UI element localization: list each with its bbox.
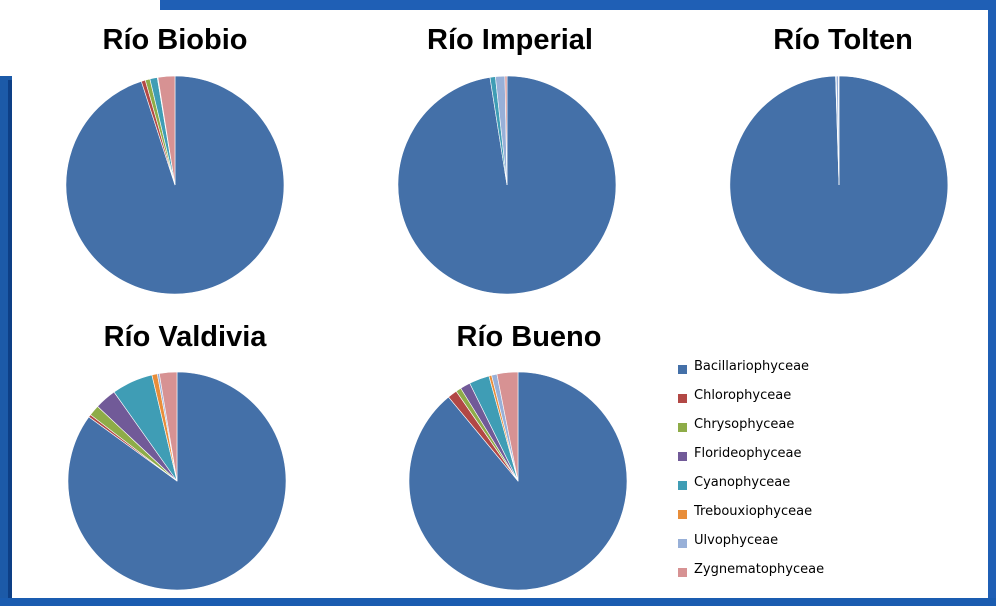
pie-slice-zygnematophyceae bbox=[504, 75, 508, 186]
pie-slice-zygnematophyceae bbox=[838, 75, 840, 186]
pie-slice-bacillariophyceae bbox=[408, 371, 628, 591]
legend-label: Trebouxiophyceae bbox=[694, 504, 813, 519]
legend-label: Bacillariophyceae bbox=[694, 359, 810, 374]
pie-slice-zygnematophyceae bbox=[157, 75, 176, 186]
pie-r-o-valdivia bbox=[67, 371, 287, 591]
legend-item: Bacillariophyceae bbox=[678, 358, 878, 387]
slide-frame-left-shadow bbox=[8, 80, 12, 606]
legend-swatch bbox=[678, 452, 687, 461]
pie-r-o-biobio bbox=[65, 75, 285, 295]
legend-item: Florideophyceae bbox=[678, 445, 878, 474]
legend-swatch bbox=[678, 365, 687, 374]
legend-item: Zygnematophyceae bbox=[678, 561, 878, 590]
slide-frame-bottom bbox=[0, 598, 996, 606]
legend-swatch bbox=[678, 510, 687, 519]
legend-item: Chlorophyceae bbox=[678, 387, 878, 416]
chart-title-tolten: Río Tolten bbox=[773, 24, 913, 56]
pie-r-o-tolten bbox=[729, 75, 949, 295]
legend-label: Zygnematophyceae bbox=[694, 562, 825, 577]
pie-slice-bacillariophyceae bbox=[67, 371, 287, 591]
legend-item: Chrysophyceae bbox=[678, 416, 878, 445]
slide-frame-top bbox=[160, 0, 996, 10]
legend-swatch bbox=[678, 568, 687, 577]
legend-label: Cyanophyceae bbox=[694, 475, 791, 490]
pie-r-o-bueno bbox=[408, 371, 628, 591]
legend-label: Chrysophyceae bbox=[694, 417, 795, 432]
legend-swatch bbox=[678, 539, 687, 548]
legend-item: Trebouxiophyceae bbox=[678, 503, 878, 532]
legend-label: Florideophyceae bbox=[694, 446, 802, 461]
legend-label: Ulvophyceae bbox=[694, 533, 779, 548]
chart-title-imperial: Río Imperial bbox=[427, 24, 593, 56]
legend-label: Chlorophyceae bbox=[694, 388, 792, 403]
legend-item: Cyanophyceae bbox=[678, 474, 878, 503]
chart-title-bueno: Río Bueno bbox=[456, 321, 602, 353]
chart-title-biobio: Río Biobio bbox=[102, 24, 248, 56]
legend-swatch bbox=[678, 423, 687, 432]
legend-item: Ulvophyceae bbox=[678, 532, 878, 561]
pie-slice-zygnematophyceae bbox=[496, 371, 519, 482]
pie-slice-zygnematophyceae bbox=[158, 371, 178, 482]
legend-swatch bbox=[678, 481, 687, 490]
legend-swatch bbox=[678, 394, 687, 403]
chart-legend: Bacillariophyceae Chlorophyceae Chrysoph… bbox=[678, 358, 878, 590]
pie-r-o-imperial bbox=[397, 75, 617, 295]
slide-frame-right bbox=[988, 0, 996, 606]
chart-title-valdivia: Río Valdivia bbox=[103, 321, 267, 353]
